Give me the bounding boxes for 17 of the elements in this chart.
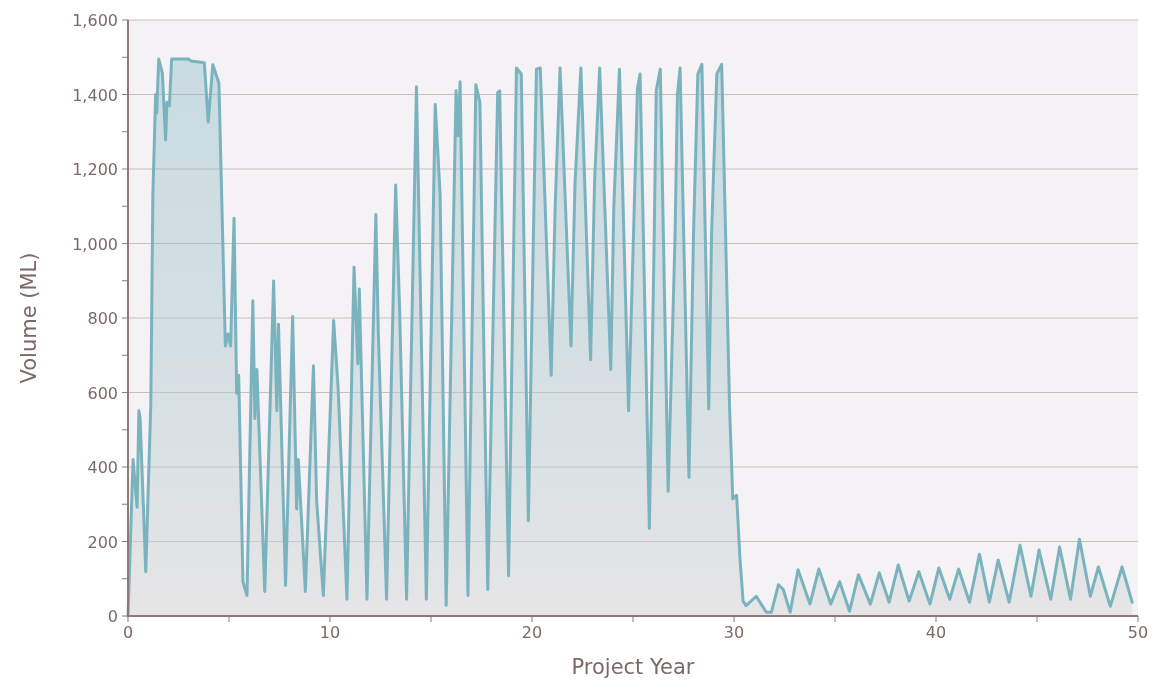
y-tick-label: 200 [87,532,118,552]
y-axis-title: Volume (ML) [17,252,41,384]
y-tick-label: 1,200 [72,160,118,179]
y-tick-label: 1,600 [72,11,118,30]
x-tick-label: 30 [723,623,745,642]
x-tick-label: 0 [122,623,134,642]
y-tick-label: 1,000 [72,234,118,254]
x-tick-label: 10 [319,623,341,642]
y-tick-label: 600 [87,383,118,403]
x-tick-label: 20 [521,623,543,642]
x-tick-label: 40 [925,623,947,642]
y-tick-label: 1,400 [72,85,118,105]
y-tick-label: 400 [87,458,118,477]
x-axis-title: Project Year [571,655,695,679]
y-tick-label: 0 [107,607,118,626]
y-tick-label: 800 [87,309,118,328]
x-tick-label: 50 [1127,623,1149,642]
